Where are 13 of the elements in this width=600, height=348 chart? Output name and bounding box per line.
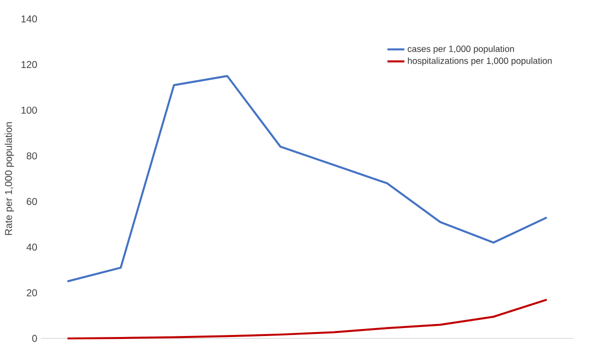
y-tick-label: 140 bbox=[22, 15, 37, 22]
line-series bbox=[66, 298, 548, 340]
line-series bbox=[66, 74, 548, 282]
y-tick-label: 0 bbox=[32, 334, 37, 342]
y-tick-label: 100 bbox=[22, 106, 37, 114]
y-tick-label: 120 bbox=[22, 60, 37, 68]
y-tick-label: 80 bbox=[26, 152, 37, 160]
legend-label: cases per 1,000 population bbox=[408, 45, 514, 54]
y-tick-label: 20 bbox=[26, 289, 37, 296]
y-axis-title: Rate per 1,000 population bbox=[4, 122, 14, 235]
y-tick-label: 40 bbox=[26, 243, 37, 250]
legend-label: hospitalizations per 1,000 population bbox=[408, 57, 552, 66]
y-tick-label: 60 bbox=[26, 198, 37, 205]
